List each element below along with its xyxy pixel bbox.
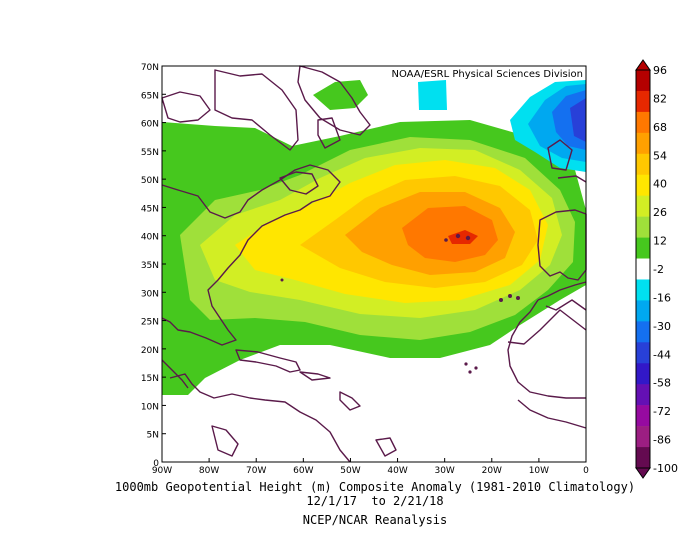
lon-tick-label: 60W: [293, 466, 313, 476]
negative-band-darkblue: [570, 98, 586, 142]
caption-source: NCEP/NCAR Reanalysis: [302, 513, 448, 527]
attribution-box: [386, 66, 586, 80]
colorbar-label: -86: [653, 434, 671, 447]
colorbar-segment: [636, 153, 650, 176]
colorbar-segment: [636, 342, 650, 364]
colorbar-label: -72: [653, 405, 671, 418]
anomaly-core: [448, 230, 478, 244]
lat-tick-label: 30N: [141, 289, 159, 299]
colorbar-segment: [636, 174, 650, 196]
islands: [280, 233, 520, 374]
lat-tick-label: 15N: [141, 374, 159, 384]
colorbar-label: 82: [653, 92, 667, 105]
colorbar-label: -58: [653, 377, 671, 390]
lat-tick-label: 40N: [141, 233, 159, 243]
attribution-label: NOAA/ESRL Physical Sciences Division: [392, 69, 584, 80]
lon-tick-label: 80W: [199, 466, 219, 476]
colorbar-label: 12: [653, 235, 667, 248]
colorbar-label: -2: [653, 263, 664, 276]
colorbar-segment: [636, 258, 650, 280]
lat-tick-label: 65N: [141, 91, 159, 101]
colorbar-label: 68: [653, 121, 667, 134]
colorbar-segment: [636, 405, 650, 427]
colorbar-segment: [636, 216, 650, 238]
colorbar-segment: [636, 447, 650, 469]
lon-tick-label: 20W: [482, 466, 502, 476]
colorbar-label: 26: [653, 206, 667, 219]
colorbar-segment: [636, 70, 650, 92]
colorbar-label: -100: [653, 462, 678, 475]
lat-tick-label: 60N: [141, 120, 159, 130]
colorbar-label: -30: [653, 320, 671, 333]
colorbar-label: 40: [653, 178, 667, 191]
lat-tick-label: 50N: [141, 176, 159, 186]
colorbar-label: -44: [653, 348, 671, 361]
lon-axis: 90W 80W 70W 60W 50W 40W 30W 20W 10W 0: [152, 458, 589, 476]
colorbar-segment: [636, 426, 650, 448]
lon-tick-label: 70W: [246, 466, 266, 476]
lat-axis: 0 5N 10N 15N 20N 25N 30N 35N 40N 45N 50N 55N 60N 65N 7…: [141, 63, 166, 469]
colorbar: 96 82 68 54 40 26 12 -2 -16 -30 -44 -58 -72 -86 -100: [635, 59, 678, 479]
colorbar-label: 96: [653, 64, 667, 77]
colorbar-bottom-arrow: [635, 467, 651, 479]
caption-dates: 12/1/17 to 2/21/18: [306, 494, 444, 508]
lat-tick-label: 20N: [141, 346, 159, 356]
lon-tick-label: 40W: [387, 466, 407, 476]
anomaly-band-darkorange: [402, 206, 498, 262]
lon-tick-label: 0: [583, 466, 589, 476]
anomaly-contour-layer: [162, 80, 586, 395]
colorbar-segment: [636, 363, 650, 385]
lat-tick-label: 35N: [141, 261, 159, 271]
lon-tick-label: 90W: [152, 466, 172, 476]
lat-tick-label: 25N: [141, 318, 159, 328]
colorbar-segment: [636, 195, 650, 217]
colorbar-top-arrow: [635, 59, 651, 71]
caption-title: 1000mb Geopotential Height (m) Composite…: [114, 480, 636, 494]
colorbar-label: 54: [653, 149, 667, 162]
lat-tick-label: 45N: [141, 204, 159, 214]
coastlines: [161, 65, 587, 463]
lat-tick-label: 70N: [141, 63, 159, 73]
colorbar-segment: [636, 279, 650, 301]
lat-tick-label: 5N: [147, 431, 159, 441]
lat-tick-label: 10N: [141, 402, 159, 412]
lon-tick-label: 10W: [529, 466, 549, 476]
colorbar-segment: [636, 111, 650, 134]
colorbar-label: -16: [653, 291, 671, 304]
colorbar-segment: [636, 132, 650, 155]
lat-tick-label: 55N: [141, 148, 159, 158]
iceland-negative-patch: [418, 80, 447, 110]
colorbar-segment: [636, 300, 650, 322]
colorbar-segment: [636, 237, 650, 259]
colorbar-segment: [636, 321, 650, 343]
lon-tick-label: 50W: [340, 466, 360, 476]
colorbar-segment: [636, 384, 650, 406]
lon-tick-label: 30W: [434, 466, 454, 476]
colorbar-segment: [636, 90, 650, 113]
lat-tick-label: 0: [153, 459, 159, 469]
